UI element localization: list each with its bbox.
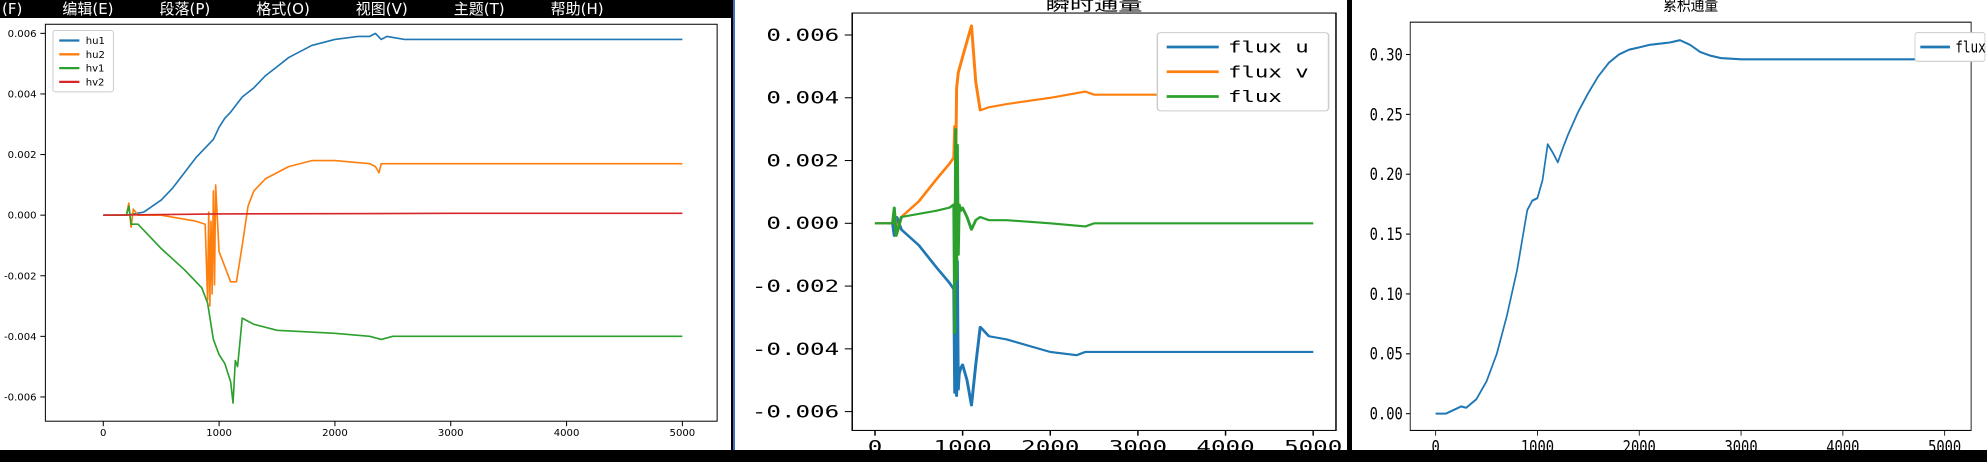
x-tick-label: 2000 — [322, 428, 348, 439]
x-tick-label: 4000 — [1826, 437, 1859, 450]
menu-item-file[interactable]: (F) — [2, 0, 23, 18]
y-tick-label: -0.004 — [752, 339, 839, 358]
x-tick-label: 2000 — [1623, 437, 1656, 450]
x-tick-label: 0 — [100, 428, 106, 439]
x-tick-label: 1000 — [934, 437, 992, 450]
menu-item-format[interactable]: 格式(O) — [256, 0, 310, 18]
y-tick-label: 0.10 — [1370, 285, 1403, 305]
y-tick-label: 0.002 — [8, 150, 37, 161]
x-tick-label: 1000 — [1521, 437, 1554, 450]
chart-2: 瞬时通量 0 1000 2000 3000 4000 5000 -0.006 -0.004 -0.… — [752, 0, 1342, 450]
x-tick-label: 3000 — [1724, 437, 1757, 450]
plot-area — [1435, 39, 1945, 415]
y-tick-label: -0.006 — [4, 392, 36, 403]
x-tick-label: 1000 — [206, 428, 232, 439]
legend-label: flux u — [1228, 38, 1309, 57]
y-tick-label: 0.002 — [766, 151, 839, 170]
x-tick-label: 5000 — [1284, 437, 1342, 450]
x-tick-label: 5000 — [1928, 437, 1961, 450]
plot-area — [874, 24, 1314, 407]
x-tick-label: 4000 — [554, 428, 580, 439]
legend: flux u flux v flux — [1156, 32, 1330, 112]
legend-box — [52, 30, 114, 93]
bottom-strip — [0, 450, 1987, 462]
series-line-hv2 — [103, 212, 683, 217]
x-tick-label: 4000 — [1196, 437, 1254, 450]
series-line-hv1 — [103, 205, 683, 404]
y-tick-label: 0.00 — [1370, 404, 1403, 424]
y-tick-label: 0.30 — [1370, 45, 1403, 65]
axes-frame — [1409, 21, 1972, 431]
legend-label: flux — [1955, 39, 1986, 57]
legend-label: flux v — [1228, 63, 1309, 82]
chart-title: 瞬时通量 — [1046, 0, 1143, 14]
series-line-hu1 — [103, 32, 683, 217]
axes-frame — [44, 23, 718, 422]
chart-panel-3: 累积通量 0 1000 2000 3000 4000 5000 0.00 0.05 0.10 0.1… — [1352, 0, 1987, 450]
legend: hu1 hu2 hv1 hv2 — [52, 30, 114, 93]
menu-item-view[interactable]: 视图(V) — [355, 0, 408, 18]
y-tick-label: 0.006 — [766, 26, 839, 45]
legend-label: flux — [1228, 88, 1282, 107]
plot-area — [103, 32, 683, 404]
legend-label: hu1 — [86, 36, 105, 47]
chart-1: 0 1000 2000 3000 4000 5000 -0.006 -0.004 -0.002 0… — [4, 23, 718, 439]
y-tick-label: 0.25 — [1370, 105, 1403, 125]
legend-label: hv1 — [86, 64, 105, 75]
series-line-flux-u — [874, 215, 1314, 407]
y-tick-label: 0.006 — [8, 29, 37, 40]
chart-panel-2: 瞬时通量 0 1000 2000 3000 4000 5000 -0.006 -0.004 -0.… — [733, 0, 1349, 450]
chart-title: 累积通量 — [1663, 0, 1718, 15]
legend-box — [1156, 32, 1330, 112]
y-tick-label: 0.000 — [8, 211, 37, 222]
y-tick-label: -0.002 — [752, 277, 839, 296]
y-tick-label: 0.20 — [1370, 165, 1403, 185]
chart-3: 累积通量 0 1000 2000 3000 4000 5000 0.00 0.05 0.10 0.1… — [1370, 0, 1987, 450]
legend-label: hv2 — [86, 77, 105, 88]
series-line-flux-v — [874, 24, 1314, 234]
x-tick-label: 3000 — [438, 428, 464, 439]
panel-divider — [1347, 0, 1352, 450]
series-line-flux — [874, 128, 1314, 335]
y-tick-label: 0.000 — [766, 214, 839, 233]
series-line-flux — [1435, 39, 1945, 415]
x-tick-label: 0 — [868, 437, 883, 450]
menu-item-theme[interactable]: 主题(T) — [453, 0, 505, 18]
menu-item-help[interactable]: 帮助(H) — [550, 0, 604, 18]
x-tick-label: 3000 — [1109, 437, 1167, 450]
y-tick-label: 0.15 — [1370, 225, 1403, 245]
legend: flux — [1914, 32, 1986, 62]
menu-item-edit[interactable]: 编辑(E) — [62, 0, 114, 18]
series-line-hu2 — [103, 159, 683, 307]
y-tick-label: 0.004 — [766, 88, 839, 107]
axes-frame — [851, 12, 1337, 431]
y-tick-label: -0.004 — [4, 332, 36, 343]
y-tick-label: 0.05 — [1370, 344, 1403, 364]
y-tick-label: -0.006 — [752, 402, 839, 421]
legend-label: hu2 — [86, 50, 105, 61]
x-tick-label: 0 — [1432, 437, 1440, 450]
menu-item-paragraph[interactable]: 段落(P) — [159, 0, 211, 18]
x-tick-label: 2000 — [1021, 437, 1079, 450]
y-tick-label: -0.002 — [4, 271, 36, 282]
menu-bar: (F) 编辑(E) 段落(P) 格式(O) 视图(V) 主题(T) 帮助(H) — [0, 0, 735, 18]
legend-box — [1914, 32, 1986, 62]
chart-panel-1: 0 1000 2000 3000 4000 5000 -0.006 -0.004 -0.002 0… — [0, 18, 731, 450]
x-tick-label: 5000 — [670, 428, 696, 439]
y-tick-label: 0.004 — [8, 89, 37, 100]
